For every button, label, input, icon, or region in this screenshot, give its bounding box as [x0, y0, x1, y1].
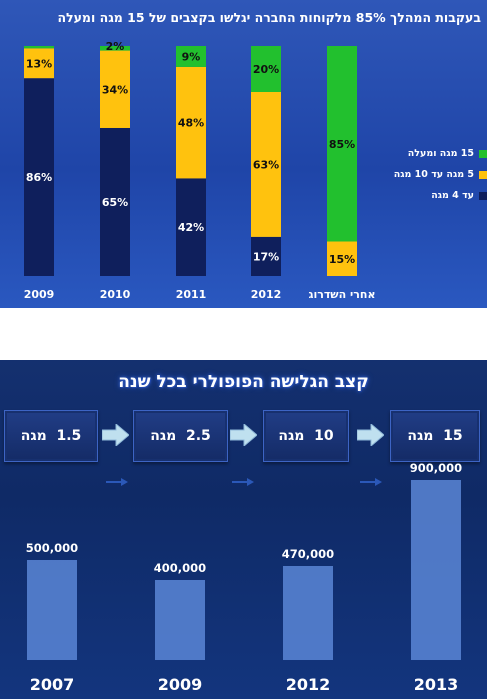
top-chart-title: בעקבות המהלך 85% מלקוחות החברה יגלשו בקצ… [57, 10, 481, 25]
bar-segment [24, 48, 54, 79]
bar [411, 480, 461, 660]
arrow-right-icon [360, 478, 382, 486]
legend-entry: עד 4 מגה [392, 185, 487, 206]
data-label: 85% [329, 138, 355, 151]
legend-entry: 15 מגה ומעלה [392, 143, 487, 164]
bar-segment [176, 178, 206, 276]
legend-label: 15 מגה ומעלה [407, 148, 474, 159]
data-label: 500,000 [26, 541, 78, 555]
arrow-right-icon [102, 424, 129, 446]
legend-swatch [479, 170, 487, 179]
legend-label: עד 4 מגה [431, 190, 474, 201]
legend-swatch [479, 191, 487, 200]
step-value: 1.5 [56, 428, 82, 444]
bar-segment [100, 127, 130, 277]
legend-entry: 5 מגה עד 10 מגה [392, 164, 487, 185]
bar-segment [176, 46, 206, 67]
step-box-1: 1.5 מגה [4, 410, 98, 462]
top-stacked-bar-chart: 86% 13% 2009 65% 34% 2% 2010 42% 48% 9% 2011 17% 63%… [24, 40, 376, 301]
step-value: 15 [443, 428, 463, 444]
bottom-chart-title: קצב הגלישה הפופולרי בכל שנה [118, 372, 369, 392]
bar-segment [251, 46, 281, 92]
step-box-3: 10 מגה [263, 410, 349, 462]
bar [155, 580, 205, 660]
step-box-4: 15 מגה [390, 410, 480, 462]
step-unit: מגה [407, 428, 434, 444]
x-tick-label: אחרי השדרוג [309, 288, 376, 301]
data-label: 48% [178, 117, 204, 130]
step-box-2: 2.5 מגה [133, 410, 228, 462]
data-label: 63% [253, 158, 279, 171]
step-value: 2.5 [185, 428, 211, 444]
bottom-chart-panel: קצב הגלישה הפופולרי בכל שנה 1.5 מגה 2.5 … [0, 360, 487, 699]
data-label: 9% [182, 50, 201, 63]
data-label: 65% [102, 196, 128, 209]
x-tick-label: 2007 [30, 675, 75, 694]
bar-segment [251, 92, 281, 237]
bar [283, 566, 333, 660]
x-tick-label: 2009 [158, 675, 203, 694]
bar-segment [327, 46, 357, 242]
data-label: 470,000 [282, 547, 334, 561]
bar-segment [251, 236, 281, 276]
arrow-right-icon [230, 424, 257, 446]
bar-segment [24, 78, 54, 276]
arrow-right-icon [106, 478, 128, 486]
step-unit: מגה [278, 428, 305, 444]
data-label: 42% [178, 221, 204, 234]
data-label: 15% [329, 253, 355, 266]
legend-swatch [479, 149, 487, 158]
data-label: 17% [253, 250, 279, 263]
top-chart-panel: בעקבות המהלך 85% מלקוחות החברה יגלשו בקצ… [0, 0, 487, 308]
legend-label: 5 מגה עד 10 מגה [393, 169, 474, 180]
arrow-right-icon [232, 478, 254, 486]
bar [27, 560, 77, 660]
x-tick-label: 2013 [414, 675, 459, 694]
x-tick-label: 2012 [251, 288, 282, 301]
data-label: 2% [106, 40, 125, 53]
bar-segment [24, 46, 54, 49]
x-tick-label: 2012 [286, 675, 331, 694]
data-label: 900,000 [410, 461, 462, 475]
data-label: 13% [26, 57, 52, 70]
step-unit: מגה [20, 428, 47, 444]
bar-segment [327, 241, 357, 276]
step-value: 10 [314, 428, 334, 444]
data-label: 34% [102, 83, 128, 96]
x-tick-label: 2011 [176, 288, 207, 301]
top-chart-legend: 15 מגה ומעלה 5 מגה עד 10 מגה עד 4 מגה [392, 143, 487, 206]
arrow-right-icon [357, 424, 384, 446]
x-tick-label: 2009 [24, 288, 55, 301]
bottom-bar-chart: 500,000 2007 400,000 2009 470,000 2012 900,000… [26, 461, 462, 694]
bar-segment [100, 50, 130, 128]
data-label: 20% [253, 63, 279, 76]
x-tick-label: 2010 [100, 288, 131, 301]
bar-segment [100, 46, 130, 51]
step-unit: מגה [150, 428, 177, 444]
data-label: 400,000 [154, 561, 206, 575]
bar-segment [176, 66, 206, 179]
data-label: 86% [26, 171, 52, 184]
